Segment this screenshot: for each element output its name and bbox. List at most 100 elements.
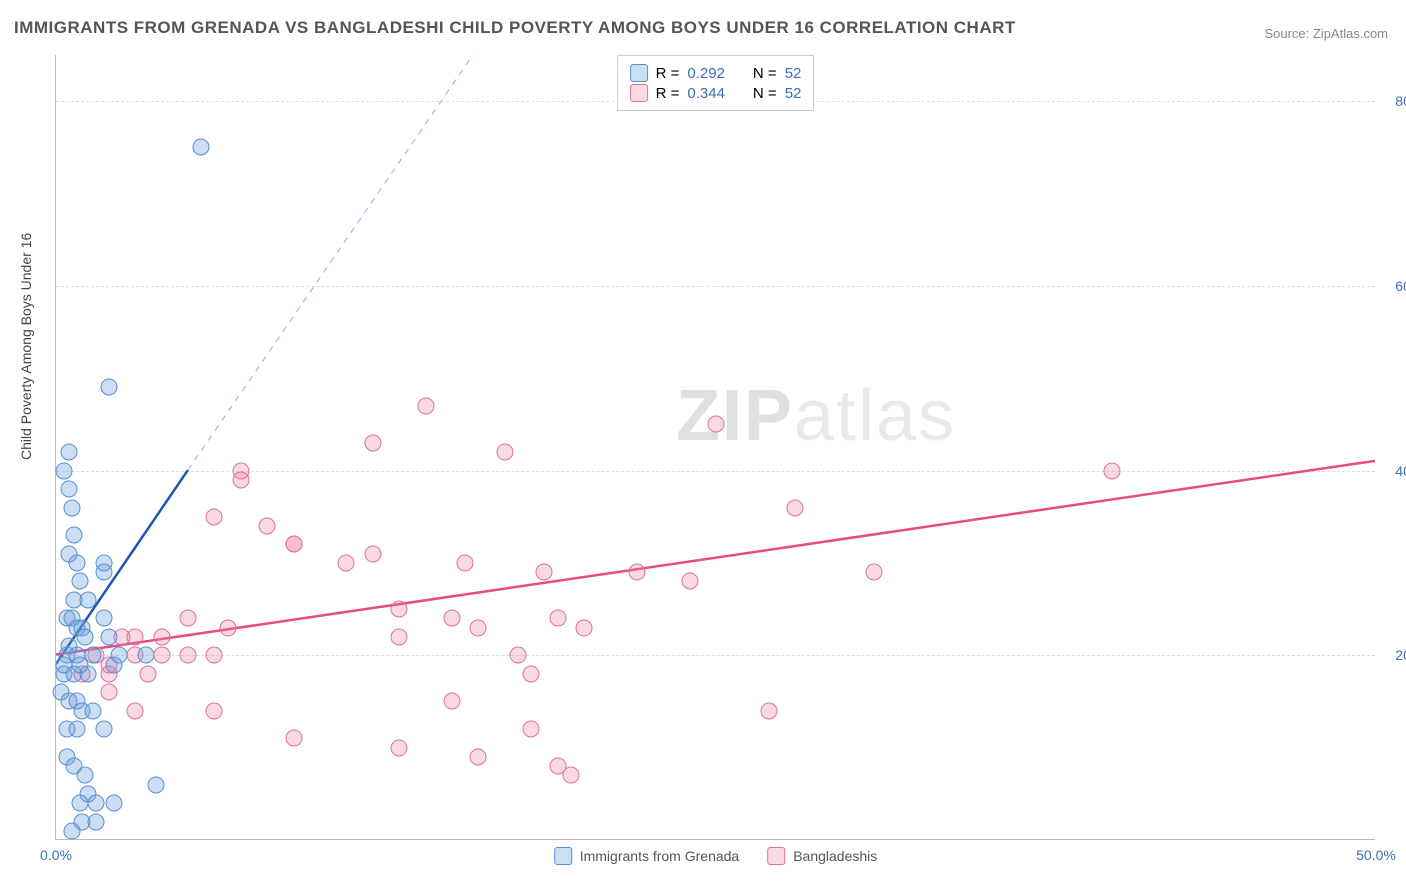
pink-point [523, 665, 540, 682]
blue-point [79, 591, 96, 608]
pink-point [470, 619, 487, 636]
n-value-pink: 52 [785, 85, 802, 102]
watermark-atlas: atlas [794, 376, 956, 456]
blue-point [55, 462, 72, 479]
pink-point [457, 554, 474, 571]
pink-point [417, 397, 434, 414]
legend-row-blue: R = 0.292 N = 52 [630, 64, 802, 82]
pink-point [628, 564, 645, 581]
pink-point [364, 434, 381, 451]
blue-point [61, 638, 78, 655]
blue-point [71, 795, 88, 812]
pink-point [285, 730, 302, 747]
grid-line [56, 655, 1375, 656]
pink-point [444, 610, 461, 627]
source-label: Source: ZipAtlas.com [1264, 26, 1388, 41]
legend-item-pink: Bangladeshis [767, 847, 877, 865]
legend-row-pink: R = 0.344 N = 52 [630, 84, 802, 102]
n-label: N = [753, 65, 777, 82]
grid-line [56, 286, 1375, 287]
pink-point [536, 564, 553, 581]
blue-point [100, 628, 117, 645]
pink-point [576, 619, 593, 636]
pink-point [708, 416, 725, 433]
chart-area: ZIPatlas 20.0%40.0%60.0%80.0% R = 0.292 … [55, 55, 1375, 840]
blue-point [95, 610, 112, 627]
y-axis-title: Child Poverty Among Boys Under 16 [18, 233, 34, 460]
pink-point [470, 748, 487, 765]
blue-point [106, 795, 123, 812]
pink-point [206, 702, 223, 719]
r-value-pink: 0.344 [687, 85, 725, 102]
pink-point [232, 471, 249, 488]
blue-point [106, 656, 123, 673]
pink-point [391, 601, 408, 618]
pink-point [100, 684, 117, 701]
blue-point [69, 721, 86, 738]
legend-label-pink: Bangladeshis [793, 848, 877, 864]
x-tick-label: 50.0% [1356, 847, 1396, 863]
legend-item-blue: Immigrants from Grenada [554, 847, 740, 865]
pink-point [523, 721, 540, 738]
legend-series: Immigrants from Grenada Bangladeshis [554, 847, 878, 865]
pink-point [760, 702, 777, 719]
blue-point [95, 721, 112, 738]
blue-point [66, 527, 83, 544]
pink-trend-line [56, 461, 1375, 655]
x-tick-label: 0.0% [40, 847, 72, 863]
pink-point [127, 628, 144, 645]
blue-point [87, 813, 104, 830]
pink-point [127, 702, 144, 719]
pink-point [549, 610, 566, 627]
blue-point [95, 564, 112, 581]
blue-point [100, 379, 117, 396]
blue-point [63, 822, 80, 839]
legend-label-blue: Immigrants from Grenada [580, 848, 740, 864]
blue-point [84, 702, 101, 719]
pink-point [153, 647, 170, 664]
swatch-pink-icon [630, 84, 648, 102]
pink-point [153, 628, 170, 645]
swatch-blue-icon [554, 847, 572, 865]
pink-point [140, 665, 157, 682]
y-tick-label: 20.0% [1380, 647, 1406, 663]
pink-point [206, 647, 223, 664]
chart-title: IMMIGRANTS FROM GRENADA VS BANGLADESHI C… [14, 18, 1016, 38]
blue-trend-dashed [188, 55, 505, 470]
blue-point [61, 444, 78, 461]
pink-point [787, 499, 804, 516]
swatch-pink-icon [767, 847, 785, 865]
y-tick-label: 60.0% [1380, 278, 1406, 294]
blue-point [71, 656, 88, 673]
y-tick-label: 40.0% [1380, 463, 1406, 479]
pink-point [364, 545, 381, 562]
pink-point [496, 444, 513, 461]
pink-point [391, 739, 408, 756]
swatch-blue-icon [630, 64, 648, 82]
blue-point [63, 499, 80, 516]
n-value-blue: 52 [785, 65, 802, 82]
pink-point [338, 554, 355, 571]
pink-point [285, 536, 302, 553]
blue-point [69, 554, 86, 571]
trend-lines-svg [56, 55, 1375, 839]
pink-point [391, 628, 408, 645]
y-tick-label: 80.0% [1380, 93, 1406, 109]
blue-point [55, 656, 72, 673]
pink-point [681, 573, 698, 590]
blue-point [61, 481, 78, 498]
blue-point [193, 139, 210, 156]
r-value-blue: 0.292 [687, 65, 725, 82]
pink-point [562, 767, 579, 784]
watermark-zip: ZIP [676, 376, 794, 456]
pink-point [510, 647, 527, 664]
blue-point [137, 647, 154, 664]
pink-point [180, 610, 197, 627]
blue-point [71, 573, 88, 590]
blue-point [87, 795, 104, 812]
legend-correlation: R = 0.292 N = 52 R = 0.344 N = 52 [617, 55, 815, 111]
r-label: R = [656, 85, 680, 102]
pink-point [180, 647, 197, 664]
pink-point [219, 619, 236, 636]
grid-line [56, 471, 1375, 472]
